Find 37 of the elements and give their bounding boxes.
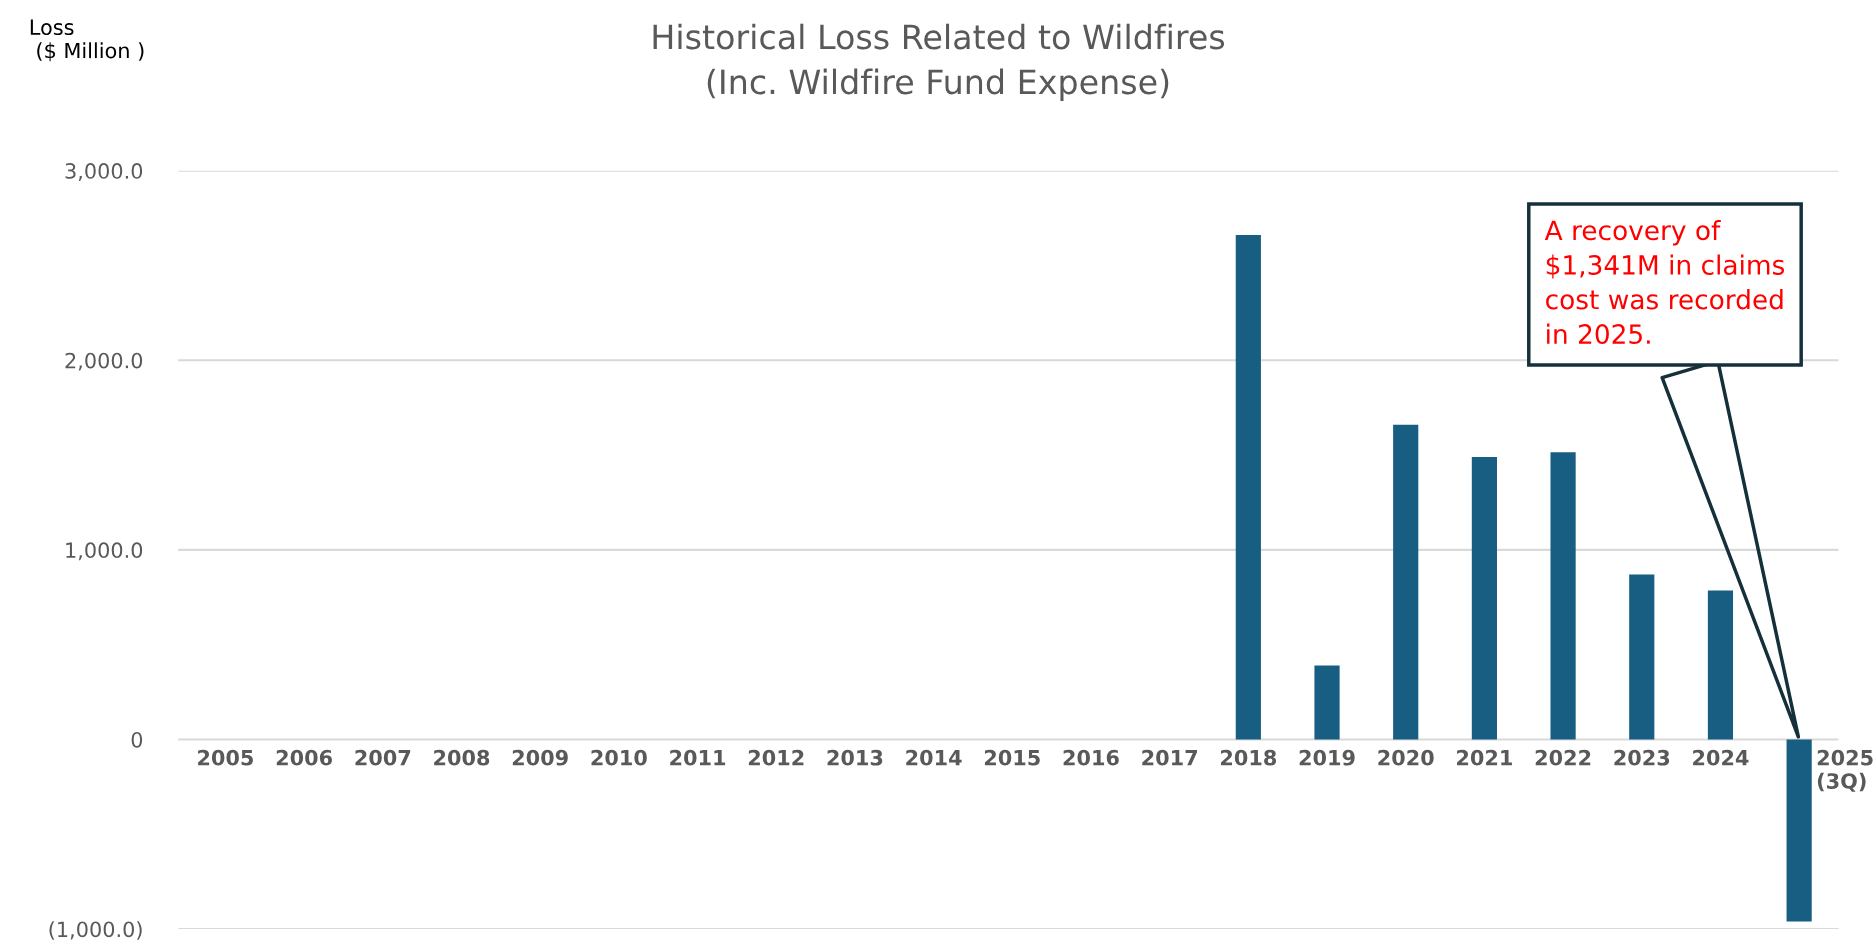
x-tick-label: 2012	[748, 749, 804, 766]
x-tick-label: 2013	[827, 749, 883, 766]
bar	[1629, 574, 1655, 740]
x-tick-label: 2021	[1457, 749, 1512, 766]
y-tick-label: 2,000.0	[65, 352, 143, 371]
bar	[1786, 739, 1812, 922]
bar	[1471, 456, 1497, 740]
x-tick-label: 2024	[1693, 749, 1749, 766]
x-tick-label: 2019	[1299, 749, 1355, 766]
x-tick-label: 2025 (3Q)	[1817, 749, 1873, 792]
x-tick-label: 2022	[1535, 749, 1591, 766]
x-tick-label: 2016	[1063, 749, 1119, 766]
x-tick-label: 2006	[276, 749, 332, 766]
x-tick-label: 2015	[984, 749, 1040, 766]
x-tick-label: 2018	[1221, 749, 1277, 766]
x-tick-label: 2023	[1614, 749, 1670, 766]
bar	[1393, 424, 1419, 740]
chart-title: Historical Loss Related to Wildfires (Inc. Wildfire Fund Expense)	[653, 23, 1225, 101]
y-tick-label: 3,000.0	[65, 163, 143, 181]
x-tick-label: 2014	[906, 749, 962, 766]
y-tick-label: 1,000.0	[66, 542, 143, 561]
annotation: A recovery of $1,341M in claims cost was recorded in 2025.	[1544, 219, 1785, 345]
x-tick-label: 2007	[355, 749, 411, 766]
x-tick-label: 2017	[1142, 749, 1197, 766]
x-tick-label: 2009	[512, 749, 568, 766]
bar	[1550, 452, 1576, 740]
bar	[1314, 665, 1340, 740]
x-tick-label: 2008	[434, 749, 490, 766]
bar	[1707, 590, 1734, 740]
y-tick-label: (1,000.0)	[49, 921, 142, 940]
y-tick-label: 0	[131, 731, 143, 748]
x-tick-label: 2005	[198, 749, 253, 766]
x-tick-label: 2020	[1378, 749, 1434, 766]
y-axis-title: Loss ($ Million )	[30, 19, 144, 62]
bar	[1235, 235, 1261, 740]
x-tick-label: 2011	[670, 749, 726, 766]
x-tick-label: 2010	[591, 749, 647, 766]
